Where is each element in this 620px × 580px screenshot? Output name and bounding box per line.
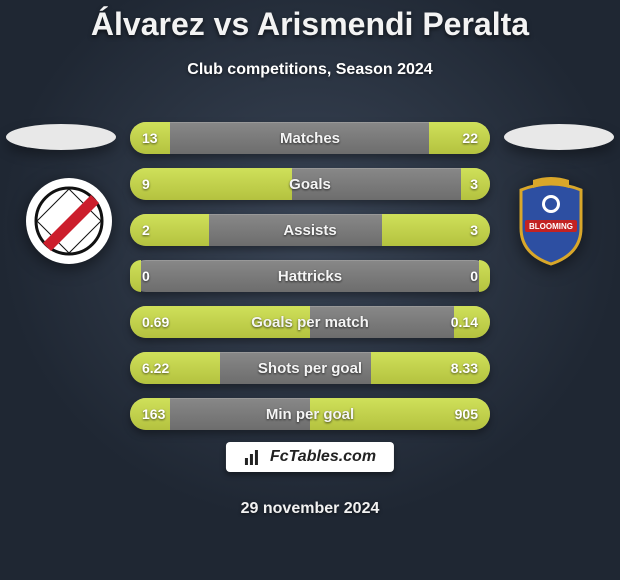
stat-row: 6.228.33Shots per goal xyxy=(130,352,490,384)
stat-label: Hattricks xyxy=(130,260,490,292)
stat-label: Goals per match xyxy=(130,306,490,338)
stat-row: 1322Matches xyxy=(130,122,490,154)
stat-label: Shots per goal xyxy=(130,352,490,384)
brand-text: FcTables.com xyxy=(270,448,376,466)
club-badge-left xyxy=(26,178,112,264)
stat-label: Min per goal xyxy=(130,398,490,430)
blooming-shield-icon: BLOOMING xyxy=(509,176,593,266)
chart-bars-icon xyxy=(244,448,262,466)
stat-row: 93Goals xyxy=(130,168,490,200)
svg-text:BLOOMING: BLOOMING xyxy=(529,222,573,231)
stat-row: 23Assists xyxy=(130,214,490,246)
brand-badge[interactable]: FcTables.com xyxy=(226,442,394,472)
stat-label: Matches xyxy=(130,122,490,154)
stats-list: 1322Matches 93Goals 23Assists 00Hattricks 0.… xyxy=(130,122,490,430)
stat-row: 00Hattricks xyxy=(130,260,490,292)
page-title: Álvarez vs Arismendi Peralta xyxy=(0,6,620,43)
subtitle: Club competitions, Season 2024 xyxy=(0,61,620,79)
player-disc-left xyxy=(6,124,116,150)
player-disc-right xyxy=(504,124,614,150)
comparison-card: Álvarez vs Arismendi Peralta Club compet… xyxy=(0,0,620,580)
club-badge-right: BLOOMING xyxy=(508,178,594,264)
stat-label: Goals xyxy=(130,168,490,200)
footer-date: 29 november 2024 xyxy=(0,500,620,518)
stat-row: 163905Min per goal xyxy=(130,398,490,430)
stat-row: 0.690.14Goals per match xyxy=(130,306,490,338)
stat-label: Assists xyxy=(130,214,490,246)
nacional-potosi-shield-icon xyxy=(33,185,105,257)
